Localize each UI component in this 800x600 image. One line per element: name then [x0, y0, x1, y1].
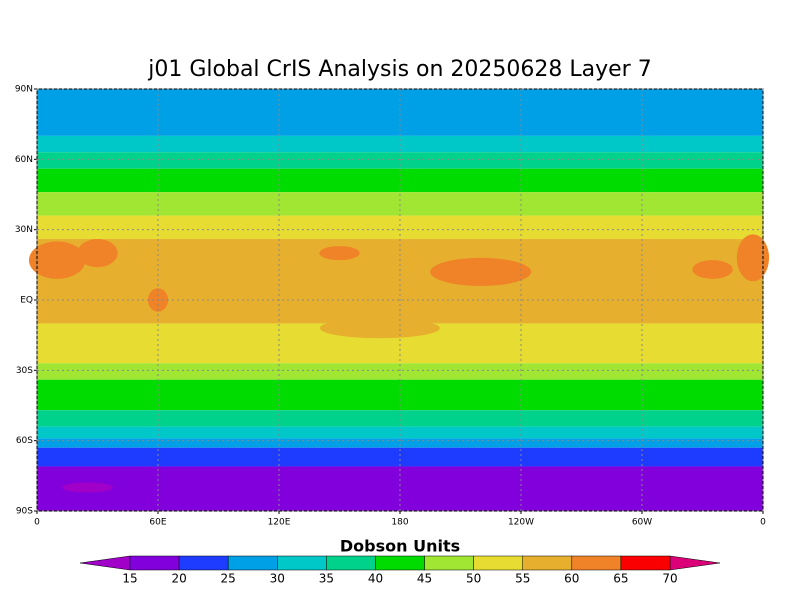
colorbar-tick-label: 60: [564, 572, 579, 586]
field-band: [37, 89, 763, 136]
x-tick-label: 180: [391, 518, 408, 528]
colorbar-tick-label: 45: [417, 572, 432, 586]
field-patch: [430, 257, 532, 286]
colorbar-box: [522, 555, 573, 571]
x-tick-label: 0: [760, 518, 766, 528]
x-tick-label: 60W: [632, 518, 652, 528]
colorbar-arrow: [669, 555, 721, 571]
colorbar-box: [473, 555, 523, 571]
colorbar-tick-label: 50: [466, 572, 481, 586]
colorbar-tick-label: 70: [662, 572, 677, 586]
colorbar-tick-label: 15: [122, 572, 137, 586]
colorbar-tick-label: 25: [221, 572, 236, 586]
field-patch: [319, 246, 360, 261]
x-tick-label: 60E: [149, 518, 166, 528]
field-band: [37, 438, 763, 448]
y-tick-label: 90S: [16, 507, 33, 517]
x-tick-label: 0: [34, 518, 40, 528]
y-tick-label: 60N: [15, 155, 33, 165]
x-tick-label: 120W: [508, 518, 534, 528]
field-patch: [62, 482, 113, 493]
field-patch: [736, 234, 770, 282]
colorbar-tick-label: 40: [368, 572, 383, 586]
field-band: [37, 447, 763, 467]
colorbar-label: Dobson Units: [340, 537, 460, 556]
colorbar-tick-label: 65: [613, 572, 628, 586]
colorbar-box: [129, 555, 180, 571]
field-band: [37, 466, 763, 511]
field-patch: [28, 241, 86, 279]
y-tick-label: 90N: [15, 85, 33, 95]
field-patch: [319, 318, 440, 339]
colorbar-box: [571, 555, 622, 571]
colorbar-box: [375, 555, 425, 571]
y-tick-label: 60S: [16, 436, 33, 446]
colorbar-box: [620, 555, 671, 571]
y-tick-label: EQ: [20, 296, 33, 306]
colorbar-box: [424, 555, 474, 571]
colorbar-box: [277, 555, 327, 571]
chart-title: j01 Global CrIS Analysis on 20250628 Lay…: [147, 57, 651, 82]
colorbar-arrow: [79, 555, 131, 571]
field-band: [37, 363, 763, 380]
field-band: [37, 410, 763, 427]
field-band: [37, 426, 763, 439]
colorbar-box: [227, 555, 278, 571]
field-band: [37, 192, 763, 216]
colorbar-tick-label: 55: [515, 572, 530, 586]
colorbar-tick-label: 30: [270, 572, 285, 586]
map-field: [28, 89, 770, 511]
field-band: [37, 215, 763, 240]
field-patch: [692, 260, 733, 279]
colorbar-tick-label: 20: [171, 572, 186, 586]
field-patch: [77, 239, 118, 268]
y-tick-label: 30S: [16, 366, 33, 376]
x-tick-label: 120E: [268, 518, 291, 528]
y-tick-label: 30N: [15, 225, 33, 235]
colorbar-box: [178, 555, 229, 571]
colorbar-box: [326, 555, 376, 571]
colorbar-tick-label: 35: [319, 572, 334, 586]
